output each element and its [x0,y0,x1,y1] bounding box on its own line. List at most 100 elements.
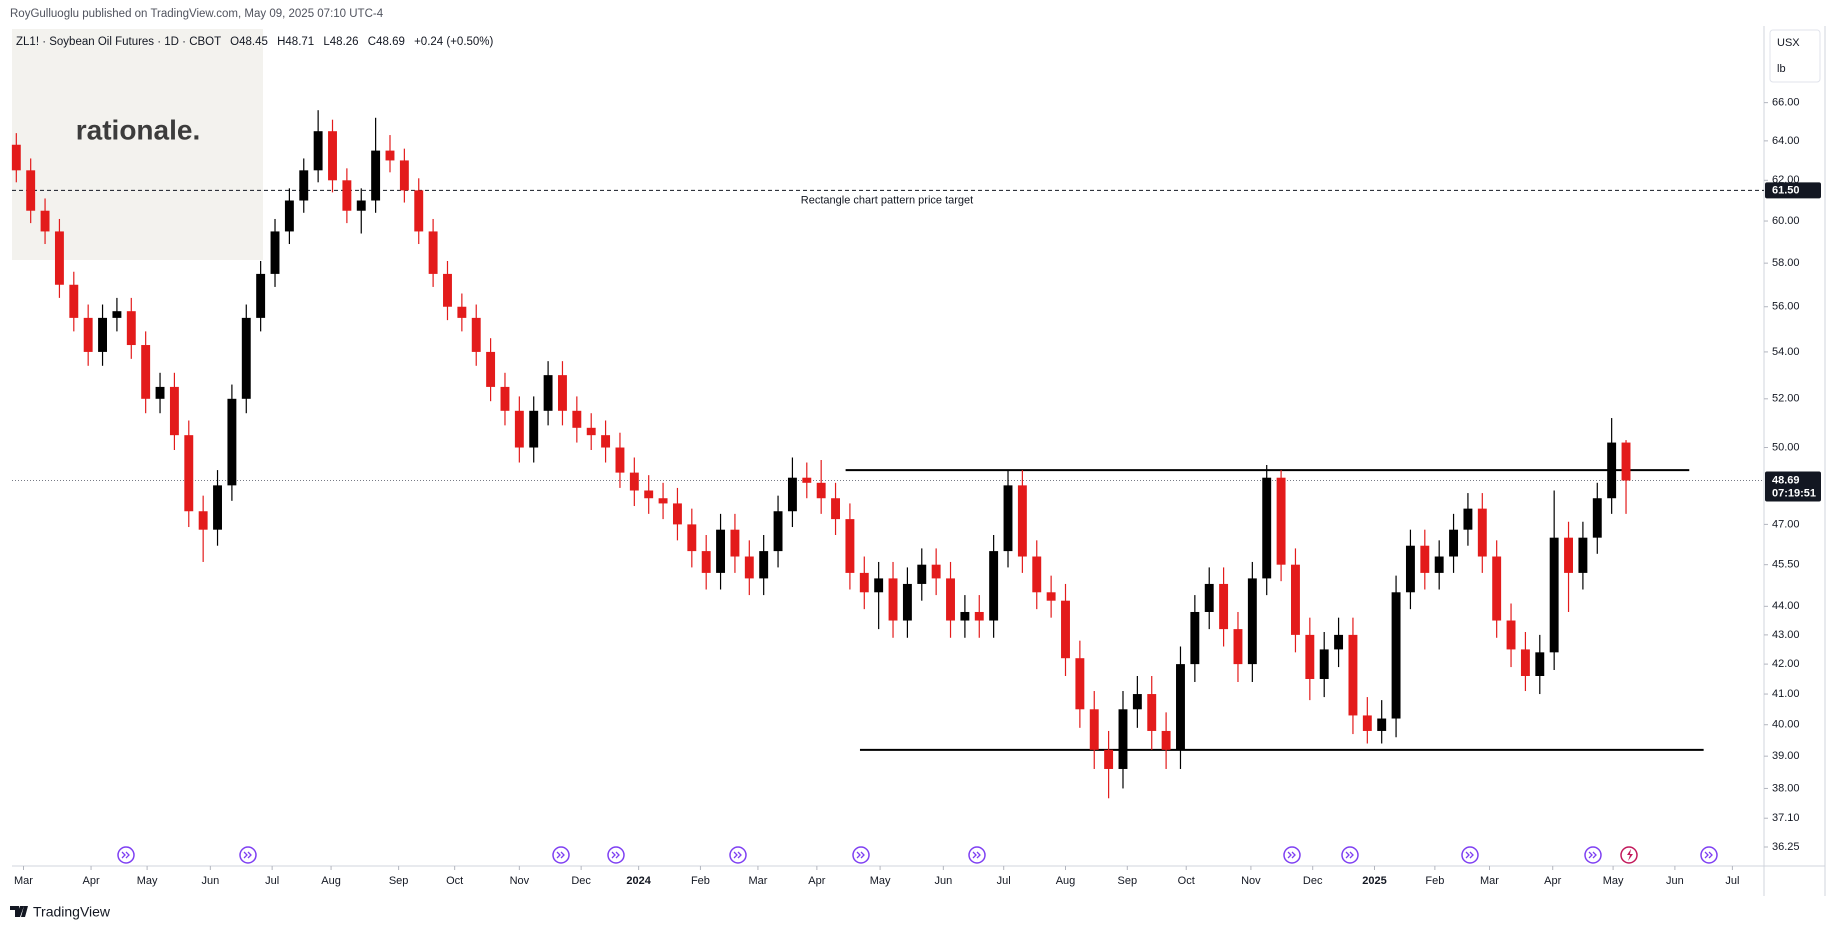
candle-body [500,386,510,411]
x-tick-label: Aug [321,875,341,887]
y-tick-label: 66.00 [1772,97,1800,109]
candle-body [946,578,955,621]
event-arrow [1345,851,1354,859]
candle-body [112,311,122,318]
tradingview-logo [10,906,28,917]
x-tick-label: Jul [265,875,279,887]
candle-body [1262,477,1272,579]
y-tick-label: 36.25 [1772,841,1800,853]
candle-body [83,317,93,352]
event-icon [1341,846,1359,864]
candle-body [989,551,999,621]
unit: lb [1777,63,1786,75]
event-circle [607,846,625,864]
event-icon [852,846,870,864]
candle-body [1520,649,1530,676]
candle-body [974,611,984,621]
target-tag [1765,182,1821,199]
x-tick-label: Nov [1241,875,1261,887]
candle-body [1176,664,1185,750]
event-icon [607,846,625,864]
y-tick-label: 50.00 [1772,441,1800,453]
candle-body [1621,442,1631,481]
x-tick-label: Mar [14,875,33,887]
candle-body [1549,537,1559,653]
y-tick-label: 39.00 [1772,750,1800,762]
candle-body [213,485,222,530]
y-tick-label: 64.00 [1772,135,1800,147]
candle-body [558,375,567,411]
logo-text: rationale. [76,114,200,145]
candle-body [859,572,869,593]
candle-body [486,351,496,387]
candle-body [902,583,912,621]
y-tick-label: 52.00 [1772,393,1800,405]
candle-body [672,503,682,525]
candle-body [256,273,266,318]
x-tick-label: Feb [1425,875,1444,887]
candle-body [1305,634,1315,679]
event-arrow [972,851,981,859]
candle-body [629,472,639,491]
symbol: ZL1! · Soybean Oil Futures · 1D · CBOT [16,36,221,48]
y-tick-label: 44.00 [1772,600,1800,612]
event-circle [1461,846,1479,864]
x-tick-label: Jun [1666,875,1684,887]
logo-box [12,29,263,260]
candle-body [931,564,941,579]
event-circle [1700,846,1718,864]
candle-body [917,564,927,584]
candle-body [399,160,409,191]
event-arrow [1465,851,1474,859]
x-tick-label: May [1603,875,1624,887]
event-icon [729,846,747,864]
ohlc: O48.45 [230,36,268,48]
candle-body [1161,730,1171,750]
y-tick-label: 37.10 [1772,812,1800,824]
y-tick-label: 43.00 [1772,629,1800,641]
event-circle [852,846,870,864]
candle-body [1247,578,1257,665]
target-annotation: Rectangle chart pattern price target [801,194,973,206]
candle-body [471,317,481,352]
candle-body [1118,709,1128,769]
candle-body [141,345,151,399]
x-tick-label: Mar [748,875,767,887]
last-price-label: 48.69 [1772,474,1800,486]
x-tick-label: 2024 [626,875,651,887]
event-icon [239,846,257,864]
candle-body [1348,634,1358,716]
candle-body [184,435,194,512]
candle-body [356,200,366,211]
event-circle [1584,846,1602,864]
publish-info: RoyGulluoglu published on TradingView.co… [10,8,384,20]
event-arrow [856,851,865,859]
candle-body [69,284,79,318]
candle-body [1535,652,1545,676]
candle-body [40,210,50,232]
candle-body [241,317,251,399]
x-tick-label: Sep [1118,875,1138,887]
candle-body [1089,709,1099,750]
footer-brand: TradingView [33,904,111,920]
candle-body [787,477,797,512]
candle-body [1003,485,1013,552]
candle-body [1132,694,1142,710]
candle-body [514,410,524,448]
candle-body [457,306,467,318]
candle-body [385,150,395,161]
y-tick-label: 47.00 [1772,518,1800,530]
candle-body [1190,611,1200,665]
x-tick-label: Dec [1303,875,1323,887]
candle-body [529,410,539,448]
event-circle [239,846,257,864]
candle-body [1477,508,1487,557]
candle-body [701,551,711,573]
x-tick-label: Feb [691,875,710,887]
candle-body [1578,537,1588,573]
candle-body [54,231,64,285]
candle-body [1204,583,1214,612]
candle-body [601,435,611,448]
